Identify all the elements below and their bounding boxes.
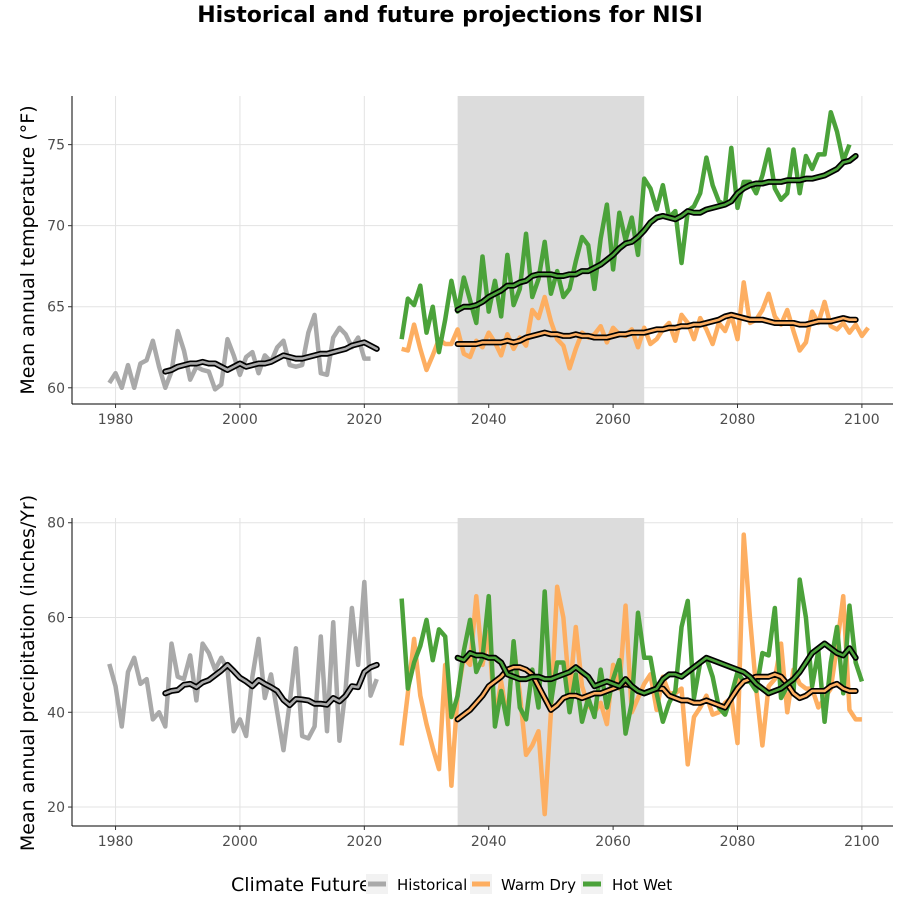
series-historical-smooth-line bbox=[164, 663, 379, 707]
y-tick-label: 65 bbox=[47, 300, 65, 316]
y-tick-label: 20 bbox=[47, 800, 65, 816]
x-tick-label: 2060 bbox=[595, 412, 631, 428]
x-tick-label: 1980 bbox=[98, 834, 134, 850]
x-tick-label: 2000 bbox=[222, 834, 258, 850]
precipitation-y-axis-label: Mean annual precipitation (inches/Yr) bbox=[17, 495, 39, 851]
x-tick-label: 2080 bbox=[720, 412, 756, 428]
x-tick-label: 2060 bbox=[595, 834, 631, 850]
chart-title: Historical and future projections for NI… bbox=[197, 3, 703, 28]
x-tick-label: 2080 bbox=[720, 834, 756, 850]
series-hot-wet-line bbox=[399, 577, 865, 736]
series-warm-dry-smooth-line bbox=[456, 313, 857, 346]
legend: Climate Future Historical Warm Dry Hot W… bbox=[231, 874, 672, 896]
y-tick-label: 60 bbox=[47, 611, 65, 627]
series-historical-line bbox=[107, 312, 371, 392]
series-historical-line bbox=[107, 579, 379, 753]
series-hot-wet-smooth-line bbox=[456, 642, 857, 695]
legend-label-historical: Historical bbox=[397, 876, 467, 894]
series-hot-wet-smooth-line bbox=[456, 154, 857, 312]
series-hot-wet-line bbox=[399, 109, 852, 355]
series-historical-smooth-line bbox=[164, 341, 379, 373]
temperature-panel: 1980 2000 2020 2040 2060 2080 2100 60 65 70 75 bbox=[47, 96, 893, 428]
x-tick-label: 2000 bbox=[222, 412, 258, 428]
legend-item-hot-wet: Hot Wet bbox=[581, 874, 672, 894]
x-tick-label: 2040 bbox=[471, 834, 507, 850]
x-tick-label: 1980 bbox=[98, 412, 134, 428]
x-tick-label: 2020 bbox=[347, 834, 383, 850]
y-tick-label: 80 bbox=[47, 516, 65, 532]
x-tick-label: 2100 bbox=[844, 834, 880, 850]
x-tick-label: 2040 bbox=[471, 412, 507, 428]
y-tick-label: 60 bbox=[47, 381, 65, 397]
legend-label-hot-wet: Hot Wet bbox=[612, 876, 672, 894]
legend-title: Climate Future bbox=[231, 874, 371, 896]
x-tick-label: 2100 bbox=[844, 412, 880, 428]
legend-item-historical: Historical bbox=[366, 874, 467, 894]
y-tick-label: 70 bbox=[47, 219, 65, 235]
temperature-y-axis-label: Mean annual temperature (°F) bbox=[17, 105, 39, 394]
x-tick-label: 2020 bbox=[347, 412, 383, 428]
legend-label-warm-dry: Warm Dry bbox=[501, 876, 576, 894]
legend-item-warm-dry: Warm Dry bbox=[470, 874, 576, 894]
y-tick-label: 40 bbox=[47, 705, 65, 721]
y-tick-label: 75 bbox=[47, 138, 65, 154]
